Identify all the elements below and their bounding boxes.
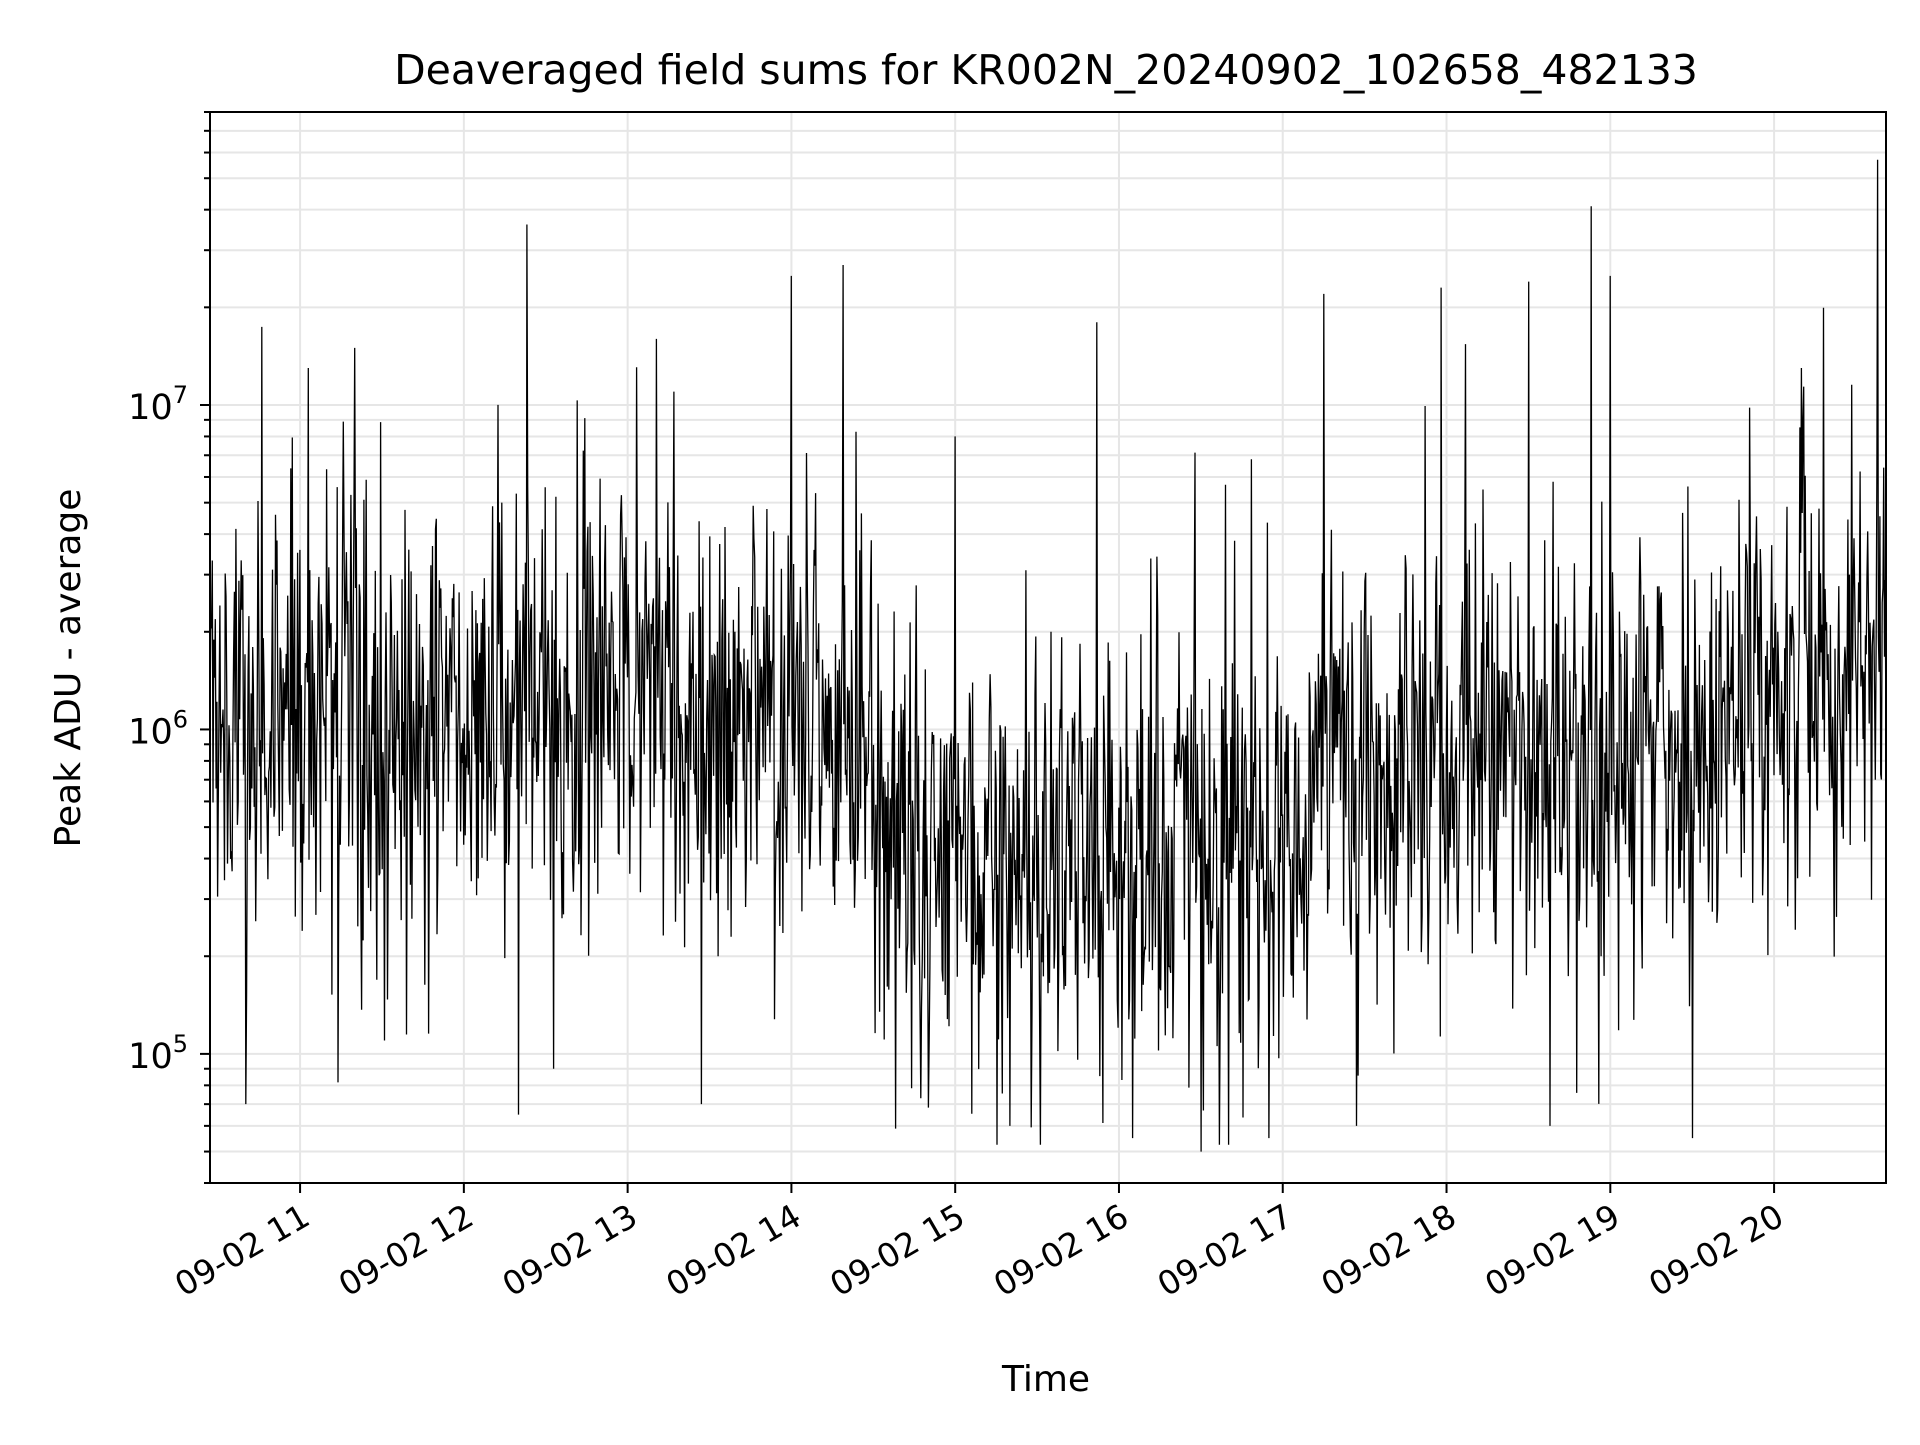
y-tick-label: 107: [128, 381, 188, 428]
y-tick-base: 10: [128, 388, 173, 428]
y-tick-exponent: 5: [173, 1030, 188, 1058]
x-axis-label: Time: [1001, 1359, 1090, 1400]
y-tick-label: 105: [128, 1030, 188, 1077]
data-line: [209, 159, 1887, 1152]
plot-frame: [209, 111, 1887, 1184]
y-tick-exponent: 7: [173, 381, 188, 409]
y-tick-exponent: 6: [173, 705, 188, 733]
y-axis-label: Peak ADU - average: [48, 489, 89, 848]
y-tick-label: 106: [128, 705, 188, 752]
chart-title: Deaveraged field sums for KR002N_2024090…: [394, 46, 1698, 94]
y-tick-base: 10: [128, 1037, 173, 1077]
series-line: [209, 159, 1887, 1152]
y-tick-base: 10: [128, 712, 173, 752]
grid-lines: [210, 111, 1886, 1184]
